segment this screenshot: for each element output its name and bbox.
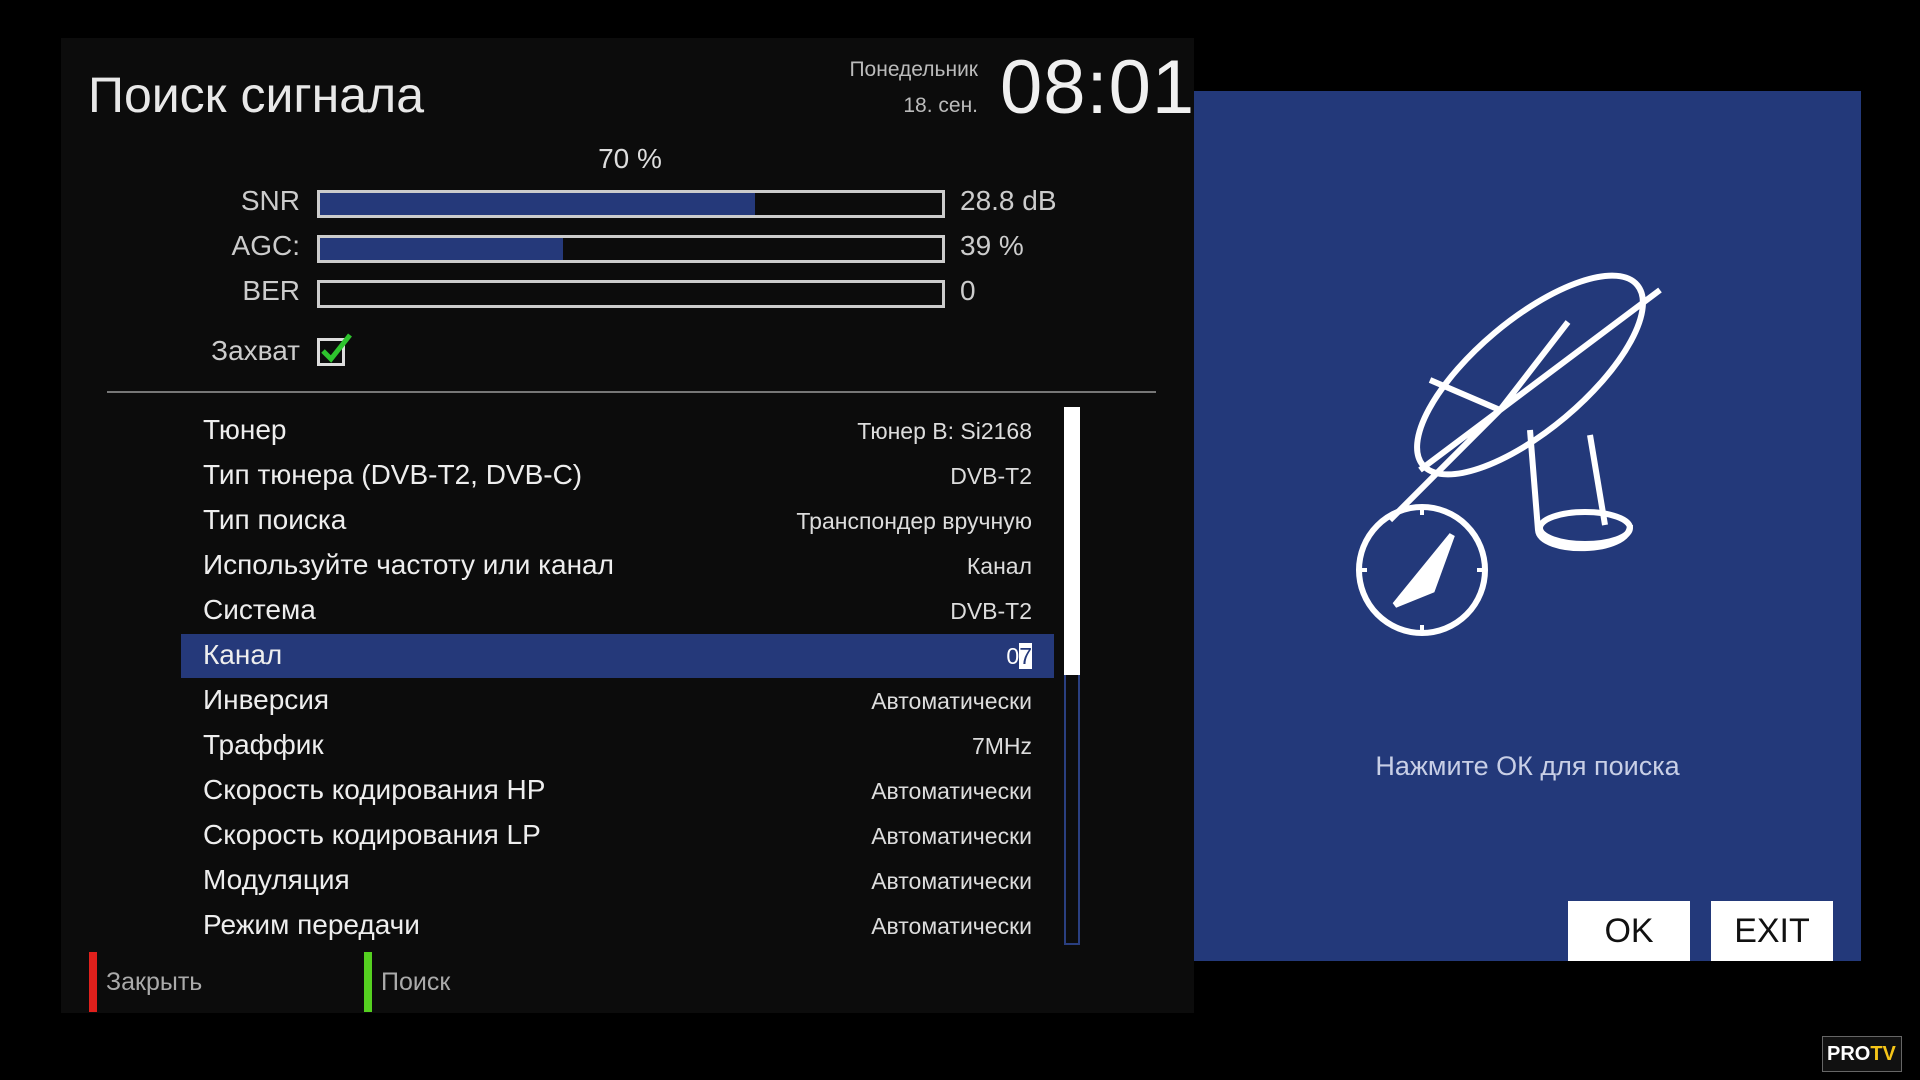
setting-value: Автоматически	[871, 913, 1032, 939]
setting-row[interactable]: Тип поиска Транспондер вручную	[181, 499, 1054, 543]
lock-label: Захват	[211, 335, 300, 366]
signal-quality: 70 %	[598, 143, 662, 174]
setting-row[interactable]: Используйте частоту или канал Канал	[181, 544, 1054, 588]
setting-row[interactable]: Тип тюнера (DVB-T2, DVB-C) DVB-T2	[181, 454, 1054, 498]
setting-label: Тюнер	[203, 414, 287, 445]
setting-value: DVB-T2	[950, 463, 1032, 489]
channel-input[interactable]: 07	[1006, 643, 1032, 669]
clock: 08:01	[1000, 45, 1196, 130]
setting-row[interactable]: Модуляция Автоматически	[181, 859, 1054, 903]
setting-value[interactable]: 07	[1006, 643, 1032, 670]
page-title: Поиск сигнала	[88, 67, 425, 123]
meter-bar	[317, 190, 945, 218]
setting-row[interactable]: Инверсия Автоматически	[181, 679, 1054, 723]
green-key-icon	[364, 952, 372, 1012]
setting-label: Канал	[203, 639, 283, 670]
lock-checkbox	[317, 333, 352, 366]
meter-value: 0	[960, 275, 976, 306]
date: 18. сен.	[903, 94, 978, 117]
setting-row[interactable]: Режим передачи Автоматически	[181, 904, 1054, 948]
meter-label: BER	[242, 275, 300, 306]
setting-value: Тюнер B: Si2168	[857, 418, 1032, 444]
search-dialog	[1194, 91, 1861, 961]
setting-label: Тип поиска	[203, 504, 347, 535]
setting-row[interactable]: Траффик 7MHz	[181, 724, 1054, 768]
meter-label: SNR	[240, 185, 300, 216]
divider	[107, 391, 1156, 393]
red-key-icon	[89, 952, 97, 1012]
setting-row[interactable]: Скорость кодирования LP Автоматически	[181, 814, 1054, 858]
setting-value: 7MHz	[971, 733, 1032, 759]
satellite-dish-icon	[1356, 272, 1662, 636]
setting-row[interactable]: Скорость кодирования HP Автоматически	[181, 769, 1054, 813]
setting-label: Система	[203, 594, 316, 625]
meter-value: 39 %	[960, 230, 1024, 261]
setting-label: Траффик	[203, 729, 324, 760]
meter-bar	[317, 280, 945, 308]
protv-watermark-logo: PROTV	[1822, 1036, 1902, 1072]
close-button[interactable]: Закрыть	[106, 968, 203, 996]
search-button[interactable]: Поиск	[381, 968, 451, 996]
setting-value: Автоматически	[871, 688, 1032, 714]
meter-bar	[317, 235, 945, 263]
exit-button[interactable]: EXIT	[1711, 901, 1833, 961]
setting-value: Автоматически	[871, 823, 1032, 849]
setting-row[interactable]: Канал 07	[181, 634, 1054, 678]
setting-label: Модуляция	[203, 864, 350, 895]
setting-value: Канал	[966, 553, 1032, 579]
text-cursor: 7	[1019, 643, 1032, 669]
setting-value: Транспондер вручную	[796, 508, 1032, 534]
setting-label: Используйте частоту или канал	[203, 549, 614, 580]
setting-value: Автоматически	[871, 778, 1032, 804]
meter-fill	[320, 193, 756, 215]
setting-label: Режим передачи	[203, 909, 420, 940]
scrollbar-thumb[interactable]	[1064, 407, 1080, 675]
check-icon	[321, 333, 352, 363]
ok-button[interactable]: OK	[1568, 901, 1690, 961]
setting-value: DVB-T2	[950, 598, 1032, 624]
meter-fill	[320, 238, 563, 260]
hint-text: Нажмите ОК для поиска	[1375, 751, 1680, 781]
setting-label: Инверсия	[203, 684, 330, 715]
setting-row[interactable]: Система DVB-T2	[181, 589, 1054, 633]
meter-value: 28.8 dB	[960, 185, 1057, 216]
setting-label: Скорость кодирования LP	[203, 819, 541, 850]
weekday: Понедельник	[849, 58, 978, 81]
setting-label: Скорость кодирования HP	[203, 774, 546, 805]
setting-row[interactable]: Тюнер Тюнер B: Si2168	[181, 409, 1054, 453]
setting-value: Автоматически	[871, 868, 1032, 894]
meter-label: AGC:	[231, 230, 300, 261]
setting-label: Тип тюнера (DVB-T2, DVB-C)	[203, 459, 583, 490]
